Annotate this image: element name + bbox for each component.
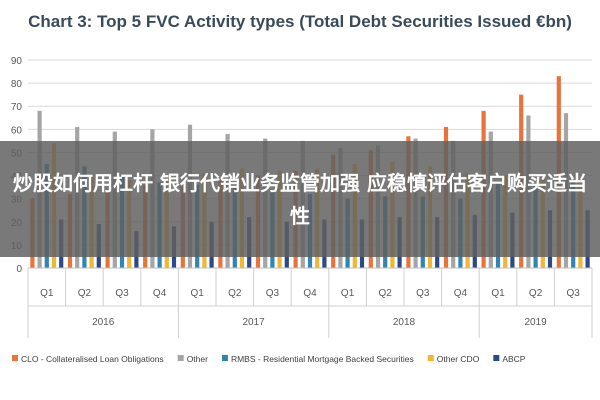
legend-swatch (493, 355, 500, 361)
legend-label: CLO - Collateralised Loan Obligations (21, 354, 164, 364)
y-tick-label: 0 (16, 264, 22, 275)
year-label: 2019 (524, 317, 547, 328)
y-tick-label: 60 (11, 125, 23, 136)
x-tick-label: Q1 (341, 288, 355, 299)
x-tick-label: Q1 (491, 288, 505, 299)
year-label: 2017 (242, 317, 265, 328)
x-tick-label: Q4 (454, 288, 468, 299)
legend: CLO - Collateralised Loan Obligations Oth… (12, 354, 526, 364)
x-tick-label: Q3 (115, 288, 129, 299)
x-tick-label: Q3 (266, 288, 280, 299)
y-tick-label: 70 (11, 102, 23, 113)
x-tick-label: Q2 (228, 288, 242, 299)
legend-swatch (221, 355, 228, 361)
legend-swatch (12, 355, 18, 361)
year-label: 2018 (393, 317, 416, 328)
overlay-headline: 炒股如何用杠杆 银行代销业务监管加强 应稳慎评估客户购买适当性 (13, 171, 587, 228)
x-tick-label: Q4 (153, 288, 167, 299)
legend-label: Other CDO (437, 354, 480, 364)
x-tick-label: Q4 (303, 288, 317, 299)
y-tick-label: 90 (11, 56, 23, 67)
x-tick-label: Q2 (379, 288, 393, 299)
x-tick-label: Q1 (40, 288, 54, 299)
legend-label: Other (187, 354, 208, 364)
x-tick-label: Q1 (191, 288, 205, 299)
legend-label: ABCP (502, 354, 525, 364)
legend-swatch (427, 355, 434, 361)
chart-title: Chart 3: Top 5 FVC Activity types (Total… (28, 12, 572, 31)
overlay-banner (0, 141, 600, 257)
x-tick-label: Q3 (567, 288, 581, 299)
y-tick-label: 80 (11, 79, 23, 90)
x-tick-label: Q3 (416, 288, 430, 299)
legend-label: RMBS - Residential Mortgage Backed Secur… (231, 354, 414, 364)
x-tick-label: Q2 (529, 288, 543, 299)
year-label: 2016 (92, 317, 115, 328)
x-tick-label: Q2 (78, 288, 92, 299)
legend-swatch (177, 355, 184, 361)
